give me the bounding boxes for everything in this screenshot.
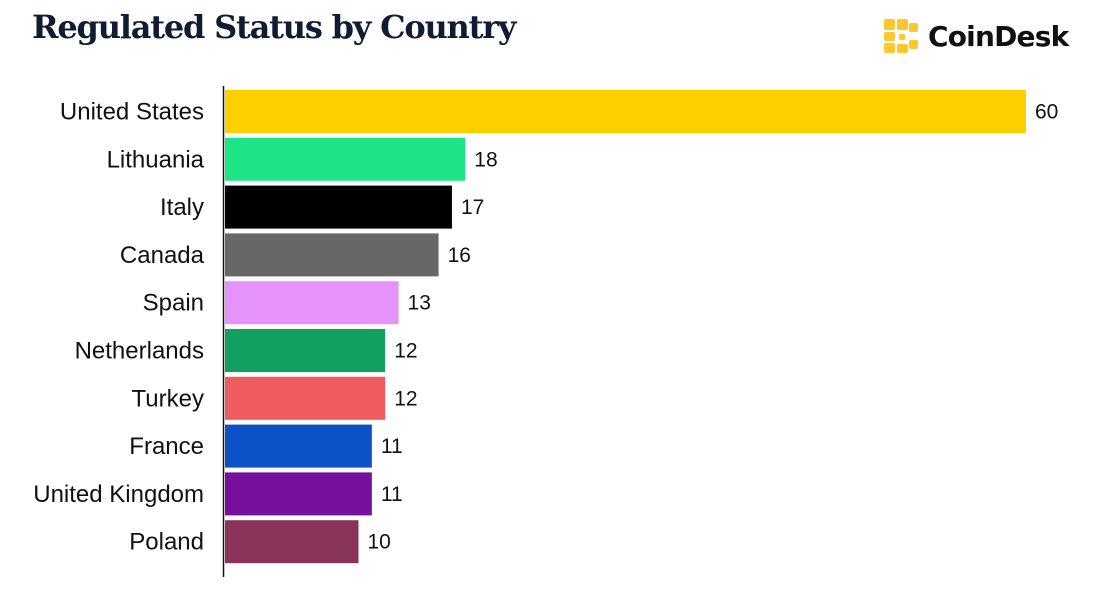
category-label-turkey: Turkey bbox=[132, 385, 204, 412]
category-label-poland: Poland bbox=[129, 529, 204, 556]
value-label-turkey: 12 bbox=[394, 387, 417, 410]
bar-netherlands bbox=[225, 329, 386, 372]
value-label-united-states: 60 bbox=[1035, 101, 1058, 124]
category-label-france: France bbox=[129, 433, 204, 460]
coindesk-logo-icon bbox=[884, 19, 918, 53]
value-label-spain: 13 bbox=[408, 292, 431, 315]
chart-title: Regulated Status by Country bbox=[32, 8, 516, 46]
value-labels: 60 18 17 16 13 12 12 11 11 10 bbox=[368, 101, 1059, 554]
value-label-canada: 16 bbox=[448, 244, 471, 267]
category-label-united-kingdom: United Kingdom bbox=[33, 481, 204, 508]
value-label-italy: 17 bbox=[461, 196, 484, 219]
category-label-italy: Italy bbox=[160, 194, 204, 221]
value-label-united-kingdom: 11 bbox=[381, 483, 403, 506]
brand-name: CoinDesk bbox=[928, 19, 1069, 53]
category-label-netherlands: Netherlands bbox=[75, 338, 204, 365]
value-label-netherlands: 12 bbox=[394, 340, 417, 363]
bar-turkey bbox=[225, 376, 386, 420]
category-label-canada: Canada bbox=[120, 242, 205, 269]
bar-france bbox=[225, 424, 372, 468]
category-label-lithuania: Lithuania bbox=[107, 146, 205, 173]
value-label-france: 11 bbox=[381, 435, 403, 458]
category-labels: United States Lithuania Italy Canada Spain Ne… bbox=[33, 99, 204, 556]
value-label-lithuania: 18 bbox=[474, 148, 497, 171]
bar-italy bbox=[225, 185, 452, 229]
bar-spain bbox=[225, 281, 399, 325]
bar-united-states bbox=[225, 90, 1026, 133]
category-label-spain: Spain bbox=[143, 290, 204, 317]
bar-lithuania bbox=[225, 137, 466, 181]
bar-united-kingdom bbox=[225, 472, 372, 516]
category-label-united-states: United States bbox=[60, 99, 204, 126]
bar-canada bbox=[225, 233, 439, 277]
coindesk-brand: CoinDesk bbox=[882, 15, 1069, 57]
bars-group bbox=[225, 90, 1026, 564]
bar-poland bbox=[225, 520, 359, 564]
value-label-poland: 10 bbox=[368, 531, 391, 554]
